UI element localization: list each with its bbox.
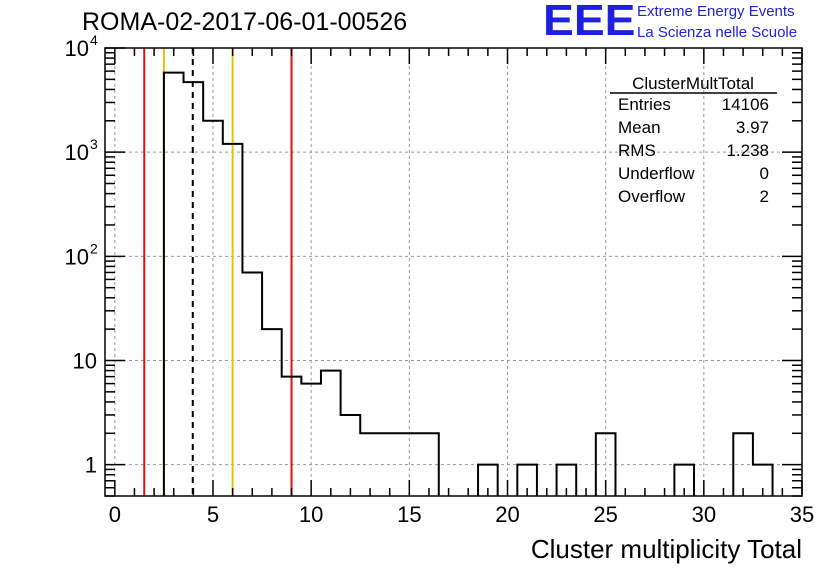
stats-label: Mean bbox=[618, 118, 661, 137]
chart-title: ROMA-02-2017-06-01-00526 bbox=[82, 8, 408, 36]
x-tick-labels: 0 5 10 15 20 25 30 35 bbox=[109, 502, 815, 527]
grid-lines bbox=[105, 47, 803, 496]
stats-value: 0 bbox=[760, 164, 769, 183]
x-tick-label: 30 bbox=[692, 502, 716, 527]
y-tick-exponent: 3 bbox=[90, 136, 98, 152]
y-tick-label: 10 bbox=[73, 348, 97, 373]
plot-frame bbox=[104, 47, 803, 497]
y-tick-exponent: 2 bbox=[90, 240, 98, 256]
logo-line-2: La Scienza nelle Scuole bbox=[637, 24, 798, 41]
stats-label: RMS bbox=[618, 141, 656, 160]
y-tick-exponent: 4 bbox=[90, 32, 98, 48]
histogram-outline bbox=[162, 71, 774, 496]
stats-label: Overflow bbox=[618, 187, 686, 206]
x-axis-label: Cluster multiplicity Total bbox=[530, 534, 802, 564]
y-tick-label: 10 bbox=[65, 140, 89, 165]
stats-label: Underflow bbox=[618, 164, 695, 183]
stats-label: Entries bbox=[618, 95, 671, 114]
x-tick-label: 10 bbox=[299, 502, 323, 527]
y-tick-label: 10 bbox=[65, 244, 89, 269]
x-tick-label: 5 bbox=[207, 502, 219, 527]
x-tick-label: 15 bbox=[397, 502, 421, 527]
x-tick-label: 35 bbox=[790, 502, 814, 527]
stats-value: 1.238 bbox=[726, 141, 769, 160]
stats-box: ClusterMultTotal Entries 14106 Mean 3.97 RMS… bbox=[610, 74, 777, 206]
eee-logo-mark: EEE bbox=[543, 0, 636, 45]
marker-lines bbox=[143, 48, 293, 496]
axis-ticks bbox=[105, 47, 803, 497]
stats-value: 14106 bbox=[722, 95, 769, 114]
y-tick-label: 1 bbox=[85, 453, 97, 478]
y-tick-label: 10 bbox=[65, 36, 89, 61]
x-tick-label: 25 bbox=[593, 502, 617, 527]
stats-value: 3.97 bbox=[736, 118, 769, 137]
stats-title: ClusterMultTotal bbox=[632, 74, 754, 93]
stats-rows: Entries 14106 Mean 3.97 RMS 1.238 Underflow 0 Ov… bbox=[618, 95, 769, 206]
logo-line-1: Extreme Energy Events bbox=[637, 3, 795, 20]
eee-logo: EEE Extreme Energy Events La Scienza nel… bbox=[543, 0, 833, 46]
x-tick-label: 20 bbox=[495, 502, 519, 527]
stats-value: 2 bbox=[760, 187, 769, 206]
x-tick-label: 0 bbox=[109, 502, 121, 527]
